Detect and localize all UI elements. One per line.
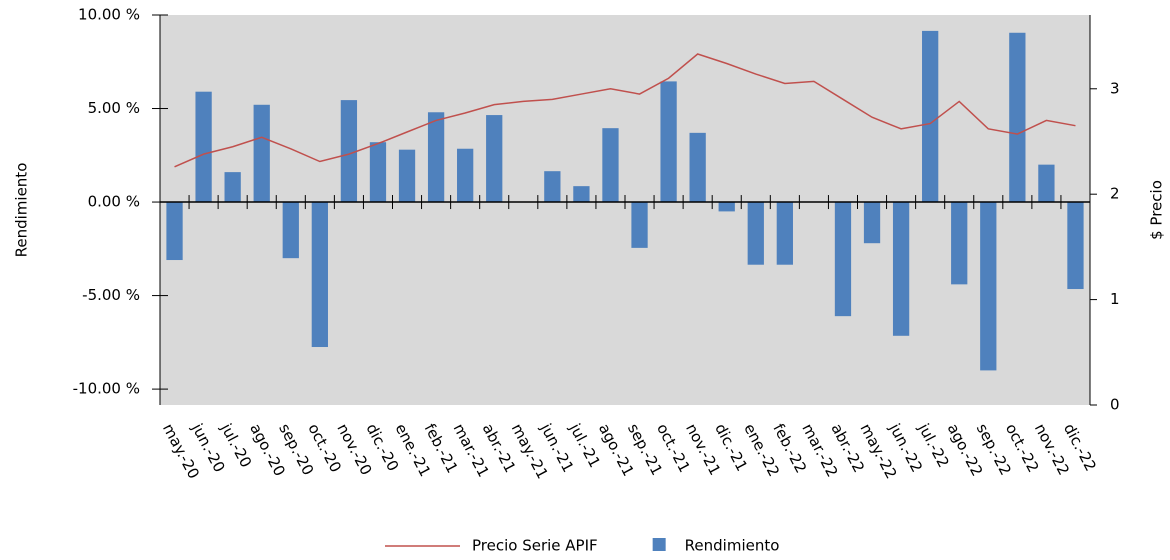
bar: [166, 202, 183, 261]
bar: [311, 202, 328, 348]
bar: [573, 186, 590, 203]
bar: [602, 128, 619, 203]
y2-tick-label: 2: [1110, 185, 1120, 203]
legend-label: Precio Serie APIF: [472, 537, 598, 555]
bar: [951, 202, 968, 285]
bar: [631, 202, 648, 248]
bar: [922, 30, 939, 203]
bar: [544, 171, 561, 203]
bar: [1009, 32, 1026, 203]
bar: [834, 202, 852, 317]
y2-tick-label: 1: [1110, 290, 1120, 308]
bar: [224, 172, 241, 203]
y-tick-label: -10.00 %: [73, 380, 140, 398]
bar: [1067, 202, 1084, 290]
y2-tick-label: 0: [1110, 396, 1120, 414]
legend-label: Rendimiento: [685, 537, 780, 555]
bar: [195, 91, 212, 203]
bar: [776, 202, 793, 265]
y-tick-label: 10.00 %: [78, 6, 140, 24]
bar: [892, 202, 910, 336]
bar: [660, 81, 677, 203]
bar: [369, 142, 387, 203]
bar: [486, 115, 503, 203]
plot-area: [160, 15, 1090, 405]
bar: [980, 202, 997, 371]
bar: [689, 132, 706, 203]
bar: [457, 148, 474, 203]
y2-tick-label: 3: [1110, 79, 1120, 97]
bar: [282, 202, 299, 259]
bar: [253, 104, 270, 203]
bar: [718, 202, 735, 212]
y-tick-label: -5.00 %: [82, 286, 140, 304]
bar: [1038, 164, 1055, 203]
bar: [340, 100, 358, 203]
price-line: [174, 53, 1076, 168]
bar: [863, 202, 881, 244]
legend-swatch: [652, 538, 666, 551]
bar: [747, 202, 764, 265]
y-axis-title: Rendimiento: [13, 163, 31, 258]
bar: [398, 149, 416, 203]
bar: [427, 112, 445, 203]
y-tick-label: 5.00 %: [88, 99, 140, 117]
y2-axis-title: $ Precio: [1148, 180, 1166, 240]
y-tick-label: 0.00 %: [88, 193, 140, 211]
